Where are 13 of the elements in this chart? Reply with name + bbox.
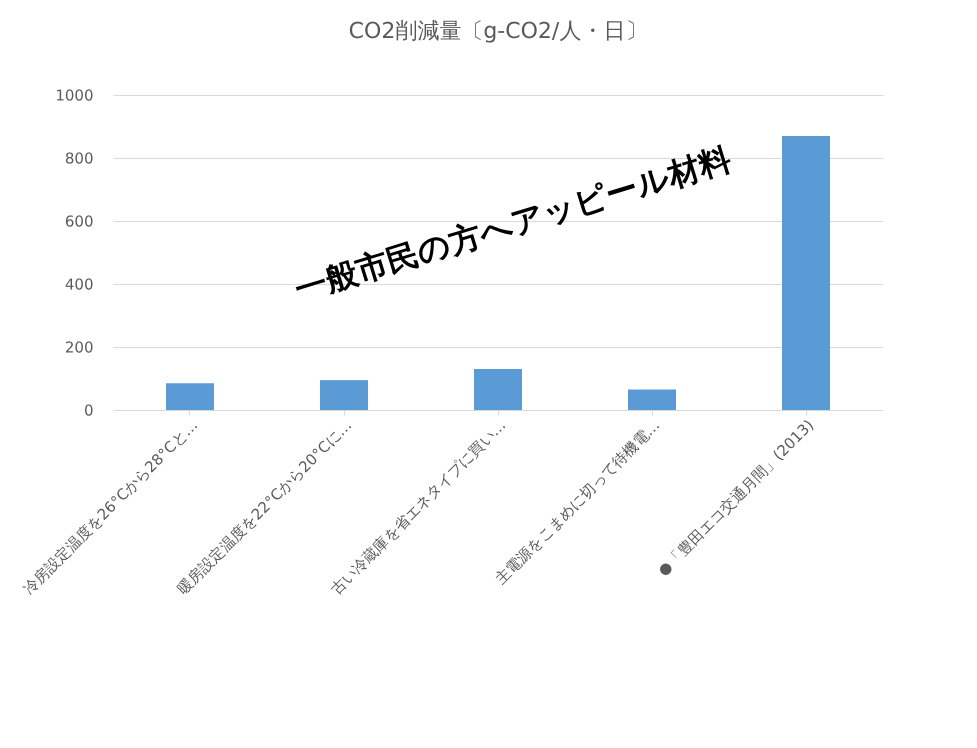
bar: [782, 136, 830, 410]
y-tick-label: 1000: [55, 86, 94, 104]
bar: [166, 383, 214, 410]
y-tick-label: 200: [64, 338, 94, 356]
y-tick-label: 400: [64, 276, 94, 294]
y-tick-label: 0: [84, 402, 94, 420]
bar: [628, 390, 676, 410]
chart-title: CO2削減量〔g-CO2/人・日〕: [348, 19, 648, 44]
y-tick-label: 800: [64, 150, 94, 168]
annotation: 一般市民の方へアッピール材料: [290, 140, 736, 309]
y-tick-label: 600: [64, 212, 94, 230]
bar: [320, 380, 368, 410]
bar: [474, 369, 522, 410]
